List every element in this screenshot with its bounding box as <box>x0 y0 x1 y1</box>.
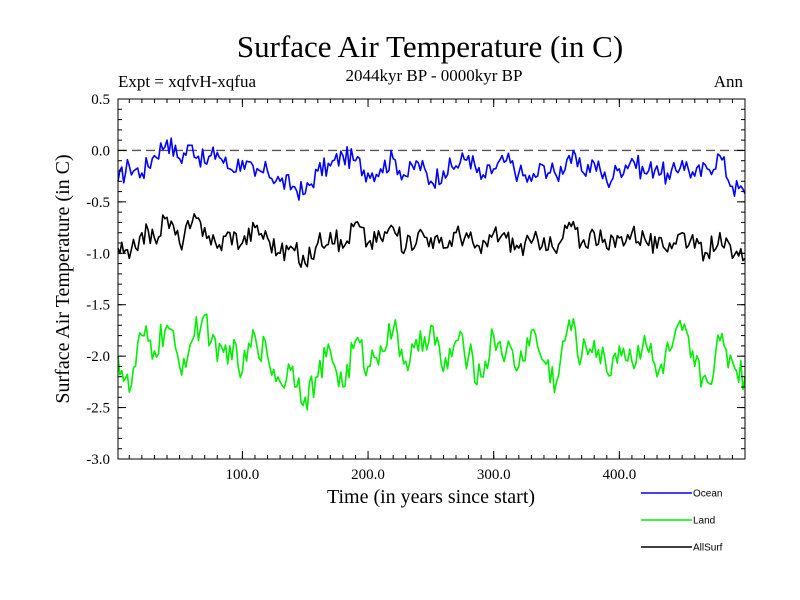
legend-label-allsurf: AllSurf <box>693 543 723 554</box>
x-axis-label: Time (in years since start) <box>327 486 535 508</box>
experiment-label: Expt = xqfvH-xqfua <box>118 72 256 91</box>
x-tick-label: 100.0 <box>226 467 260 483</box>
chart-title: Surface Air Temperature (in C) <box>237 29 623 64</box>
y-tick-label: -0.5 <box>86 195 110 211</box>
x-tick-label: 200.0 <box>351 467 385 483</box>
y-tick-label: -3.0 <box>86 452 110 468</box>
x-tick-label: 400.0 <box>602 467 636 483</box>
series-line-ocean <box>117 137 746 201</box>
y-tick-label: -2.5 <box>86 401 110 417</box>
series-line-allsurf <box>117 213 746 268</box>
series-line-land <box>117 313 746 411</box>
y-tick-label: 0.5 <box>91 92 110 108</box>
y-tick-label: -1.0 <box>86 246 110 262</box>
y-tick-label: 0.0 <box>91 143 110 159</box>
legend: Ocean Land AllSurf <box>641 489 723 554</box>
x-tick-label: 300.0 <box>477 467 511 483</box>
y-axis-label: Surface Air Temperature (in C) <box>52 154 74 403</box>
y-tick-label: -1.5 <box>86 298 110 314</box>
series-layer <box>117 137 746 411</box>
y-tick-label: -2.0 <box>86 349 110 365</box>
legend-label-land: Land <box>693 516 715 527</box>
axis-layer: 0.5 0.0 -0.5 -1.0 -1.5 -2.0 -2.5 -3.0 100.0 200.0… <box>86 92 746 483</box>
legend-label-ocean: Ocean <box>693 489 722 500</box>
chart-subtitle: 2044kyr BP - 0000kyr BP <box>346 66 523 85</box>
season-label: Ann <box>714 72 744 91</box>
plot-frame <box>117 98 746 460</box>
